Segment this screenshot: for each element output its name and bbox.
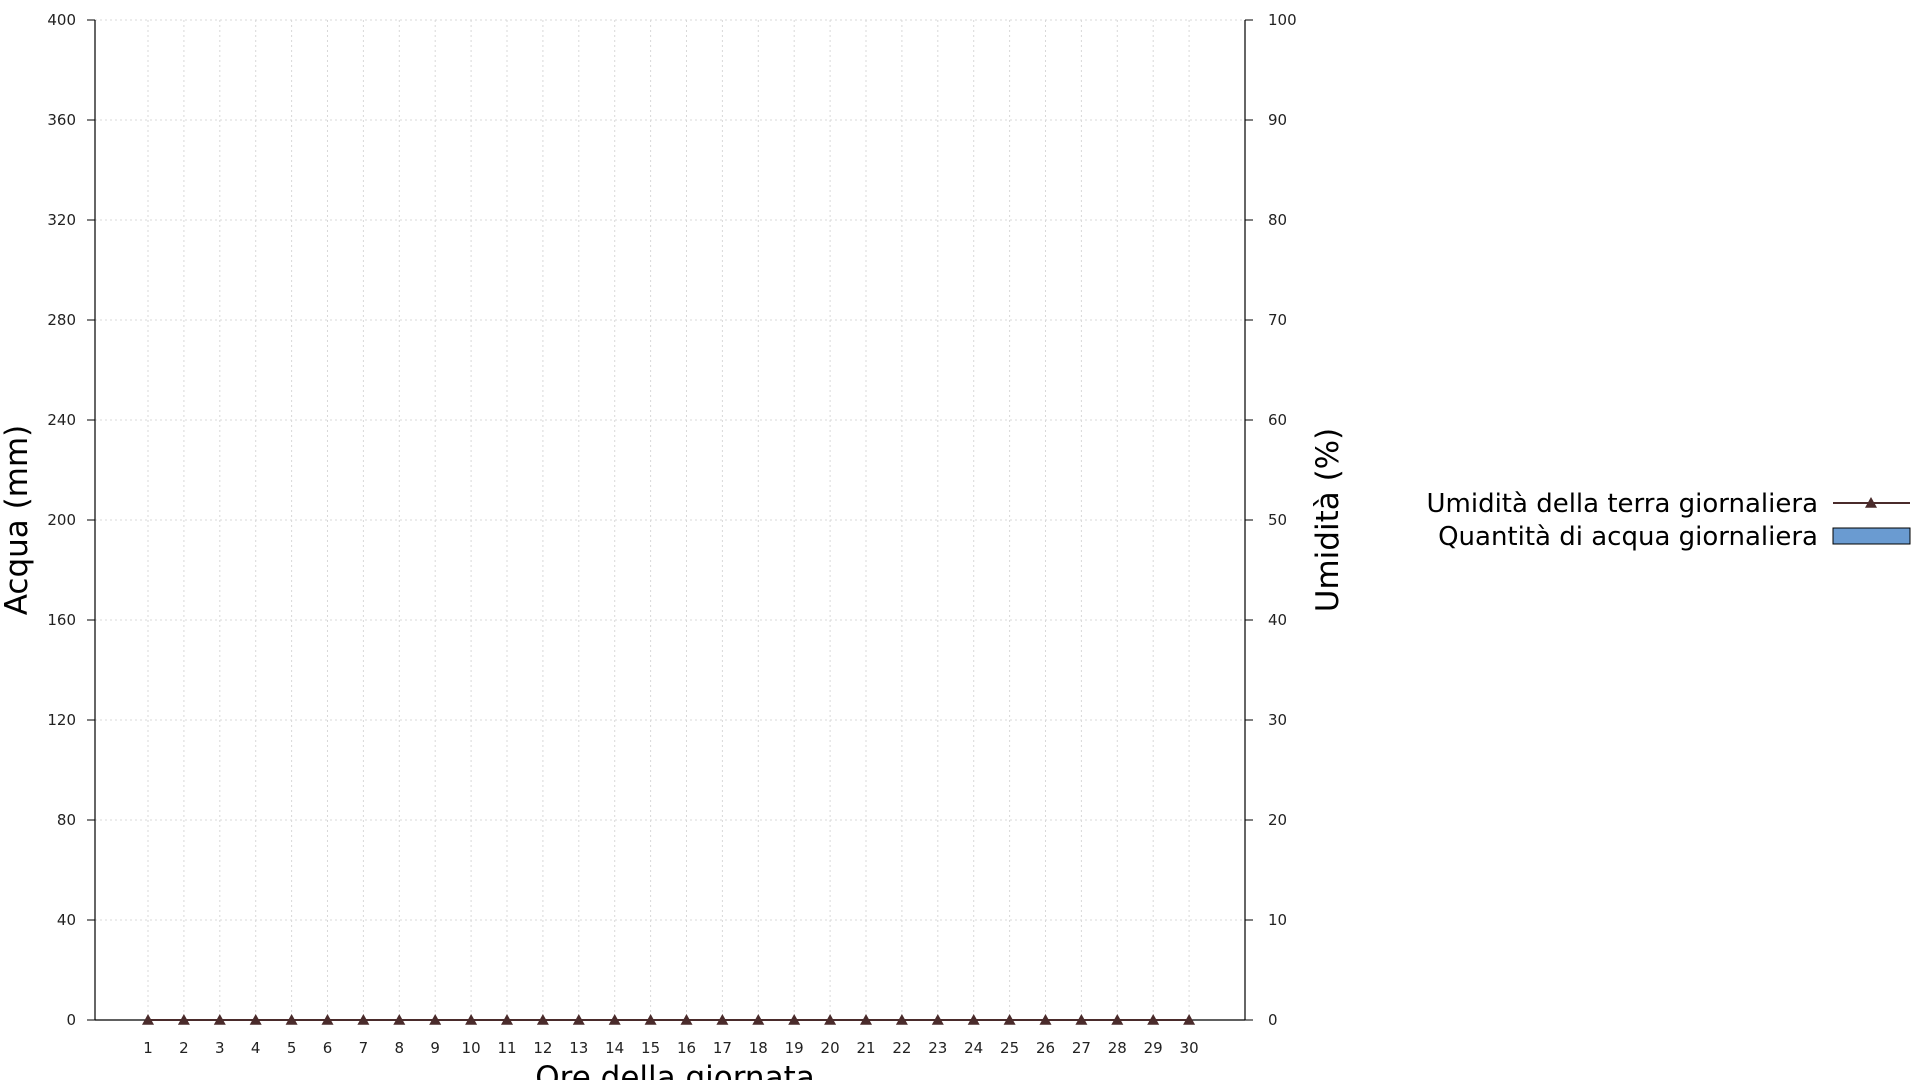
line-point-marker: [1075, 1014, 1088, 1025]
y2-tick-label: 0: [1268, 1011, 1278, 1029]
line-point-marker: [1183, 1014, 1196, 1025]
x-tick-label: 11: [497, 1039, 516, 1057]
line-point-marker: [895, 1014, 908, 1025]
legend-swatch-bar: [1832, 527, 1911, 545]
line-point-marker: [1039, 1014, 1052, 1025]
line-point-marker: [465, 1014, 478, 1025]
x-tick-label: 22: [892, 1039, 911, 1057]
x-tick-label: 3: [215, 1039, 225, 1057]
x-tick-label: 25: [1000, 1039, 1019, 1057]
line-point-marker: [716, 1014, 729, 1025]
x-tick-label: 1: [143, 1039, 153, 1057]
line-point-marker: [788, 1014, 801, 1025]
line-point-marker: [1147, 1014, 1160, 1025]
y2-tick-label: 30: [1268, 711, 1287, 729]
x-tick-label: 4: [251, 1039, 261, 1057]
left-axis-ticks: 0 40 80 120 160 200 240 280 320 360 400: [47, 11, 95, 1029]
line-point-marker: [752, 1014, 765, 1025]
x-tick-label: 26: [1036, 1039, 1055, 1057]
y-tick-label: 400: [47, 11, 76, 29]
line-point-marker: [824, 1014, 837, 1025]
x-tick-label: 8: [395, 1039, 405, 1057]
line-point-marker: [213, 1014, 226, 1025]
legend: Umidità della terra giornaliera Quantità…: [1427, 489, 1911, 552]
line-point-marker: [644, 1014, 657, 1025]
line-point-marker: [357, 1014, 370, 1025]
line-point-marker: [249, 1014, 262, 1025]
line-point-marker: [285, 1014, 298, 1025]
y-tick-label: 40: [57, 911, 76, 929]
y2-tick-label: 100: [1268, 11, 1297, 29]
x-tick-label: 27: [1072, 1039, 1091, 1057]
x-tick-label: 23: [928, 1039, 947, 1057]
x-tick-label: 9: [430, 1039, 440, 1057]
x-tick-label: 16: [677, 1039, 696, 1057]
y-tick-label: 160: [47, 611, 76, 629]
line-point-marker: [680, 1014, 693, 1025]
x-tick-label: 28: [1108, 1039, 1127, 1057]
line-point-marker: [967, 1014, 980, 1025]
x-tick-label: 14: [605, 1039, 624, 1057]
y2-axis-title: Umidità (%): [1310, 428, 1346, 612]
x-tick-label: 30: [1180, 1039, 1199, 1057]
y-tick-label: 120: [47, 711, 76, 729]
line-point-marker: [572, 1014, 585, 1025]
y2-tick-label: 40: [1268, 611, 1287, 629]
grid: [95, 19, 1245, 1020]
y2-tick-label: 80: [1268, 211, 1287, 229]
x-axis-title: Ore della giornata: [535, 1060, 814, 1080]
line-point-marker: [142, 1014, 154, 1025]
y2-tick-label: 10: [1268, 911, 1287, 929]
line-point-marker: [608, 1014, 621, 1025]
right-axis-ticks: 0 10 20 30 40 50 60 70 80 90 100: [1245, 11, 1297, 1029]
y-tick-label: 360: [47, 111, 76, 129]
line-point-marker: [931, 1014, 944, 1025]
x-tick-label: 18: [749, 1039, 768, 1057]
line-point-marker: [393, 1014, 406, 1025]
legend-triangle-marker-icon: [1865, 497, 1877, 508]
x-tick-label: 5: [287, 1039, 297, 1057]
y2-tick-label: 50: [1268, 511, 1287, 529]
y-tick-label: 200: [47, 511, 76, 529]
y-axis-title: Acqua (mm): [0, 425, 35, 615]
x-tick-label: 17: [713, 1039, 732, 1057]
line-point-marker: [429, 1014, 442, 1025]
x-tick-label: 20: [821, 1039, 840, 1057]
line-series: [142, 1014, 1196, 1025]
legend-label-bar-series: Quantità di acqua giornaliera: [1438, 522, 1818, 552]
legend-label-line-series: Umidità della terra giornaliera: [1427, 489, 1819, 519]
x-tick-label: 19: [785, 1039, 804, 1057]
x-tick-label: 6: [323, 1039, 333, 1057]
x-tick-label: 21: [856, 1039, 875, 1057]
x-tick-label: 15: [641, 1039, 660, 1057]
x-axis-ticks: 1 2 3 4 5 6 7 8 9 10 11 12 13 14 15 16 17 18 19 20 21 22 23 24 2…: [143, 1039, 1198, 1057]
y-tick-label: 320: [47, 211, 76, 229]
x-tick-label: 24: [964, 1039, 983, 1057]
y2-tick-label: 70: [1268, 311, 1287, 329]
x-tick-label: 10: [462, 1039, 481, 1057]
y-tick-label: 80: [57, 811, 76, 829]
y2-tick-label: 20: [1268, 811, 1287, 829]
line-point-marker: [536, 1014, 549, 1025]
x-tick-label: 7: [359, 1039, 369, 1057]
y2-tick-label: 90: [1268, 111, 1287, 129]
x-tick-label: 13: [569, 1039, 588, 1057]
line-point-marker: [860, 1014, 872, 1025]
line-point-marker: [177, 1014, 190, 1025]
x-tick-label: 29: [1144, 1039, 1163, 1057]
x-tick-label: 2: [179, 1039, 189, 1057]
line-point-marker: [501, 1014, 513, 1025]
y2-tick-label: 60: [1268, 411, 1287, 429]
line-point-marker: [321, 1014, 334, 1025]
y-tick-label: 240: [47, 411, 76, 429]
line-point-marker: [1111, 1014, 1124, 1025]
x-tick-label: 12: [533, 1039, 552, 1057]
y-tick-label: 0: [66, 1011, 76, 1029]
y-tick-label: 280: [47, 311, 76, 329]
line-point-marker: [1003, 1014, 1016, 1025]
